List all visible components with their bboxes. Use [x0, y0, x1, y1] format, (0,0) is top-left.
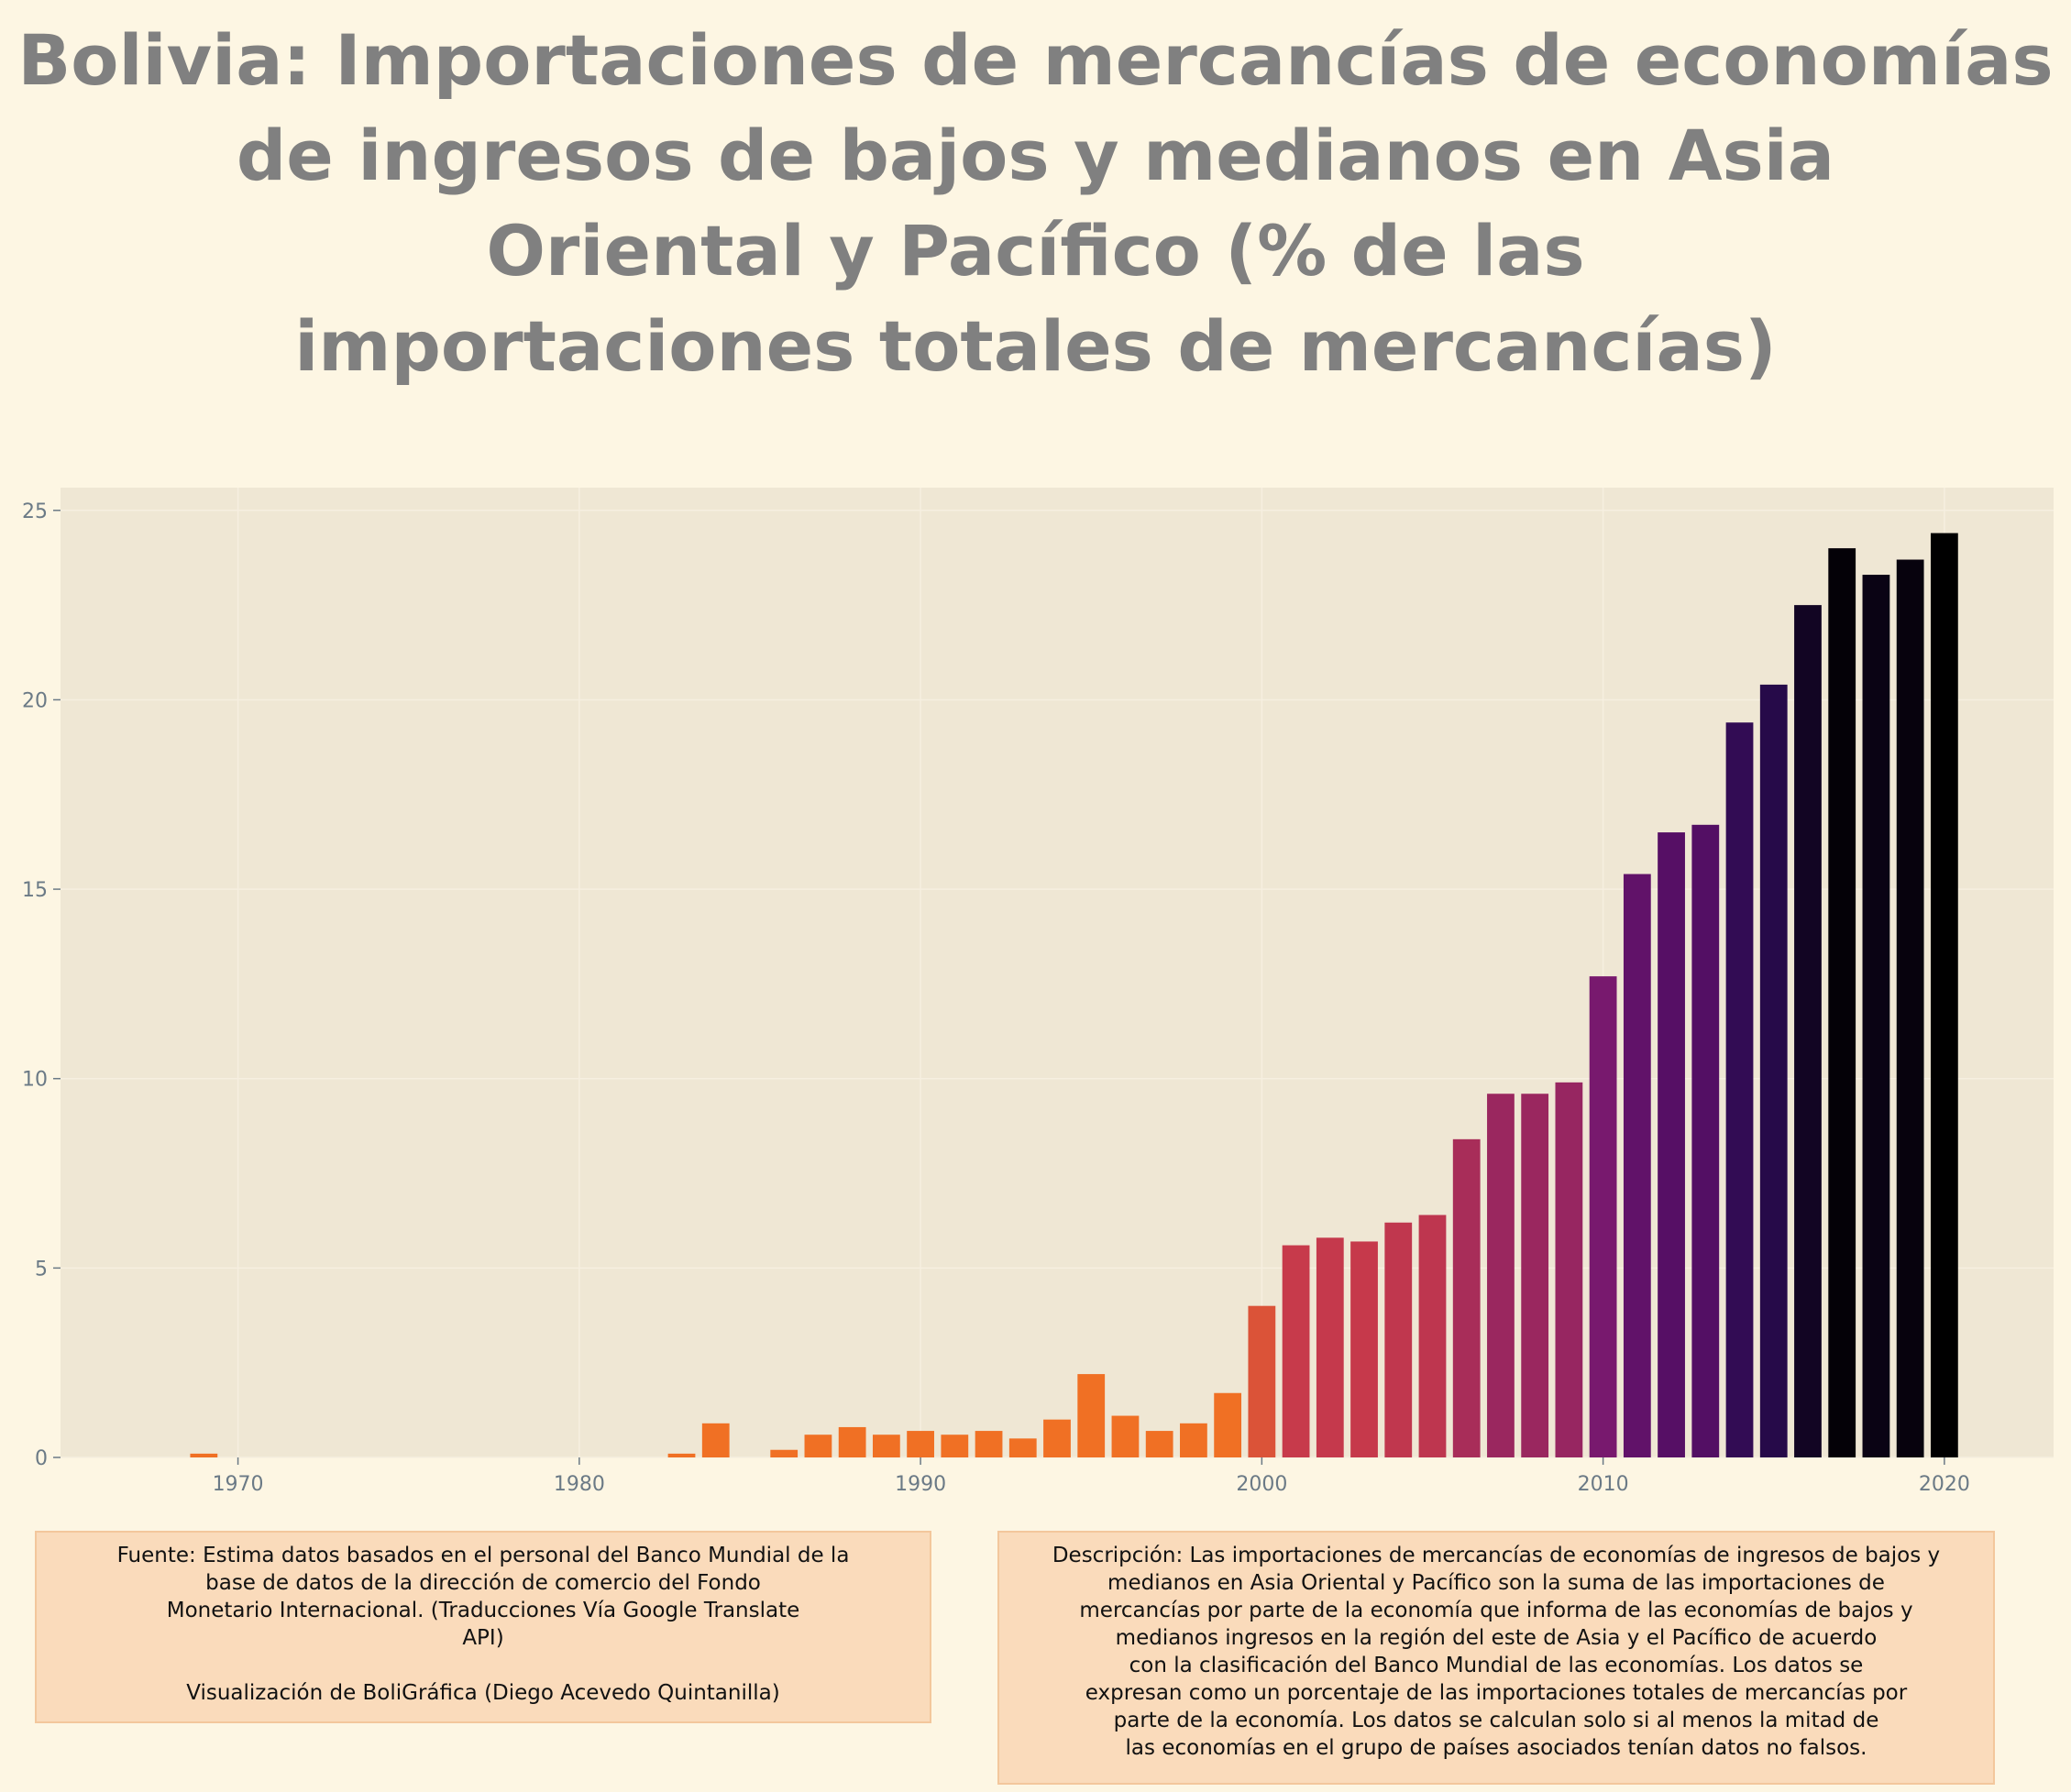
x-axis-ticks: 1970 1980 1990 2000 2010 2020: [213, 1457, 1970, 1496]
bar-1995: [1077, 1374, 1106, 1457]
bar-1998: [1180, 1423, 1207, 1457]
y-tick-label: 10: [22, 1069, 48, 1092]
bar-2020: [1930, 533, 1958, 1457]
bar-1984: [701, 1423, 730, 1457]
bar-2008: [1521, 1094, 1549, 1457]
description-note: Descripción: Las importaciones de mercan…: [997, 1531, 1995, 1785]
bar-2003: [1350, 1241, 1378, 1457]
bar-2001: [1282, 1245, 1310, 1457]
bar-2013: [1691, 824, 1720, 1457]
x-tick-label: 2010: [1578, 1473, 1629, 1496]
y-tick-label: 25: [22, 500, 48, 523]
x-tick-label: 2020: [1919, 1473, 1970, 1496]
bar-2009: [1555, 1082, 1583, 1457]
bar-2015: [1759, 684, 1788, 1457]
bar-2007: [1487, 1094, 1515, 1457]
bar-1997: [1145, 1431, 1173, 1457]
y-tick-label: 20: [22, 689, 48, 712]
bar-2016: [1794, 605, 1822, 1457]
bar-2017: [1828, 548, 1856, 1457]
bar-2010: [1589, 976, 1617, 1457]
source-note: Fuente: Estima datos basados en el perso…: [35, 1531, 931, 1723]
x-tick-label: 2000: [1236, 1473, 1287, 1496]
bar-1993: [1008, 1438, 1037, 1457]
bar-1983: [667, 1453, 696, 1457]
bar-1986: [770, 1449, 799, 1457]
bar-1990: [907, 1431, 934, 1457]
bar-1969: [190, 1453, 218, 1457]
bar-1999: [1214, 1392, 1242, 1457]
bar-2005: [1418, 1215, 1447, 1457]
bars: [190, 533, 1958, 1457]
y-tick-label: 15: [22, 879, 48, 902]
bar-1987: [804, 1435, 832, 1457]
bar-2018: [1862, 575, 1890, 1457]
bar-1992: [975, 1431, 1003, 1457]
bar-2019: [1896, 559, 1924, 1457]
x-tick-label: 1990: [895, 1473, 946, 1496]
y-tick-label: 0: [35, 1447, 48, 1470]
bar-1994: [1043, 1419, 1071, 1457]
bar-2002: [1316, 1237, 1344, 1457]
bar-2014: [1725, 722, 1754, 1457]
x-tick-label: 1980: [554, 1473, 605, 1496]
bar-2006: [1452, 1138, 1481, 1457]
bar-2004: [1384, 1222, 1413, 1457]
y-tick-label: 5: [35, 1258, 48, 1281]
plot-area: [61, 488, 2054, 1457]
bar-2000: [1248, 1305, 1276, 1457]
bar-1996: [1111, 1415, 1140, 1457]
x-tick-label: 1970: [213, 1473, 264, 1496]
bar-1988: [838, 1426, 866, 1457]
bar-2012: [1658, 832, 1685, 1457]
chart-title: Bolivia: Importaciones de mercancías de …: [17, 19, 2054, 387]
bar-2011: [1623, 874, 1651, 1457]
bar-chart: 0 5 10 15 20 25 1970 1980 1990 2000 2010 2020: [22, 488, 2054, 1496]
y-axis-ticks: 0 5 10 15 20 25: [22, 500, 61, 1470]
bar-1991: [941, 1435, 969, 1457]
bar-1989: [872, 1435, 900, 1457]
